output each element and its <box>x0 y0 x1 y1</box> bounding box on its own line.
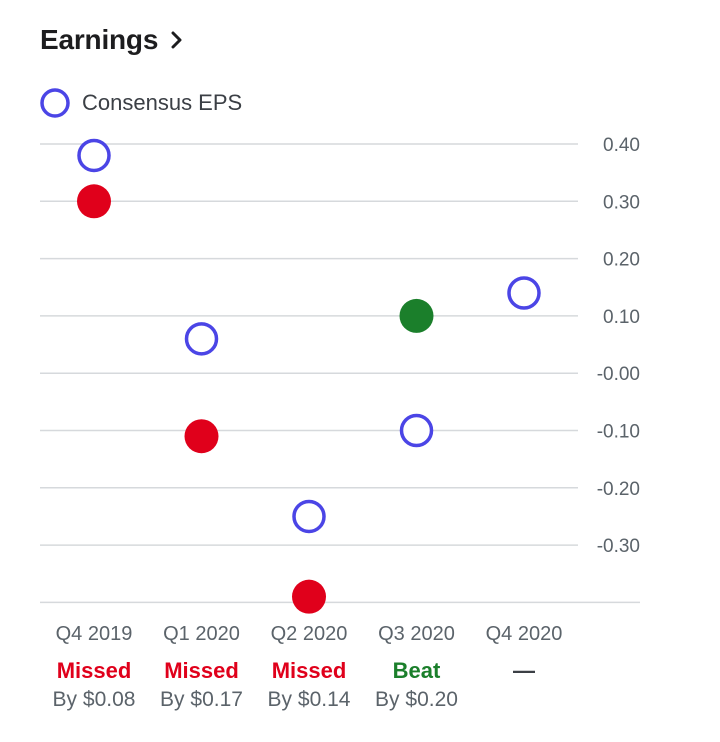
consensus-eps-point <box>399 413 434 448</box>
chart-legend: Consensus EPS <box>40 88 242 118</box>
y-tick-label: 0.20 <box>603 250 640 271</box>
y-tick-label: 0.30 <box>603 192 640 213</box>
earnings-header[interactable]: Earnings <box>40 24 186 56</box>
earnings-title: Earnings <box>40 24 159 55</box>
x-tick-label: Q1 2020 <box>163 623 240 645</box>
y-tick-label: -0.30 <box>597 536 640 557</box>
result-status: Beat <box>393 658 441 683</box>
y-tick-label: -0.00 <box>597 364 640 385</box>
x-tick-label: Q4 2020 <box>486 623 563 645</box>
consensus-eps-point <box>507 276 541 310</box>
y-tick-label: -0.10 <box>597 422 640 443</box>
actual-eps-point <box>184 419 219 454</box>
x-tick-label: Q2 2020 <box>271 623 348 645</box>
x-tick-label: Q4 2019 <box>56 623 133 645</box>
x-tick-label: Q3 2020 <box>378 623 455 645</box>
hollow-circle-icon <box>40 88 70 118</box>
actual-eps-point <box>292 579 326 614</box>
result-status: Missed <box>57 658 132 683</box>
result-difference: By $0.20 <box>375 688 458 711</box>
result-status: — <box>513 658 535 683</box>
actual-eps-point <box>77 184 111 219</box>
actual-eps-point <box>399 298 434 333</box>
y-tick-label: 0.10 <box>603 307 640 328</box>
result-difference: By $0.08 <box>53 688 136 711</box>
result-difference: By $0.14 <box>268 688 351 711</box>
consensus-eps-point <box>292 499 326 534</box>
result-difference: By $0.17 <box>160 688 243 711</box>
legend-label: Consensus EPS <box>82 90 243 115</box>
consensus-eps-point <box>184 322 219 356</box>
chevron-right-icon <box>171 31 182 49</box>
result-status: Missed <box>272 658 347 683</box>
consensus-eps-point <box>77 138 111 173</box>
y-tick-label: 0.40 <box>603 135 640 156</box>
result-status: Missed <box>164 658 239 683</box>
y-tick-label: -0.20 <box>597 479 640 500</box>
